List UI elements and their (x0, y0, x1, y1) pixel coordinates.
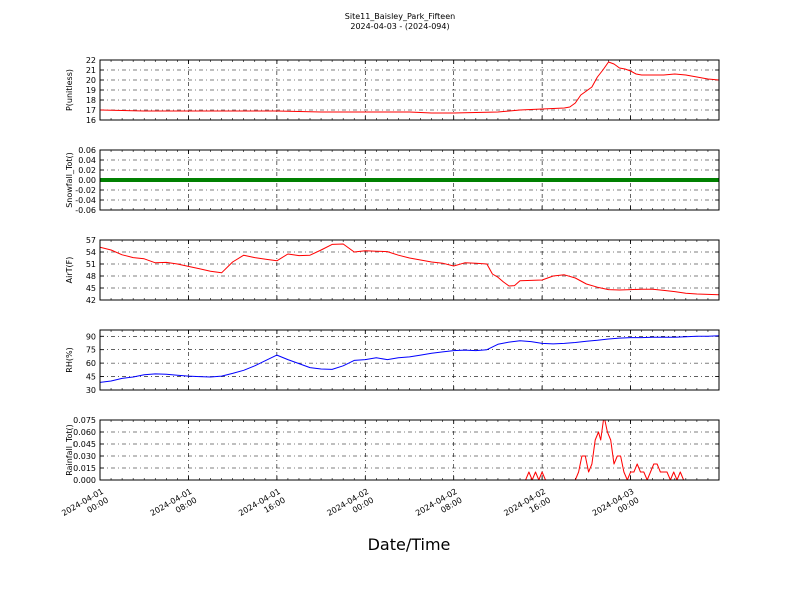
y-tick-label: 60 (86, 359, 96, 368)
plot-frame (99, 59, 720, 121)
panel-5: 0.000 0.015 0.030 0.045 0.060 0.075Rainfall_T… (65, 416, 720, 485)
y-tick-label: 16 (86, 116, 96, 125)
plot-frame (99, 419, 720, 481)
series-line-4-1 (100, 335, 719, 383)
y-tick-label: 0.015 (73, 464, 96, 473)
y-tick-label: 18 (86, 96, 96, 105)
y-axis-label: P(unitless) (65, 69, 74, 111)
y-tick-label: 54 (86, 248, 96, 257)
y-tick-label: 48 (86, 272, 96, 281)
panel-3: 42 45 48 51 54 57 AirT(F) (65, 236, 720, 305)
plot-frame (99, 329, 720, 391)
plot-frame (99, 239, 720, 301)
y-tick-label: 75 (86, 346, 96, 355)
y-tick-label: 30 (86, 386, 96, 395)
chart-title-line1: Site11_Baisley_Park_Fifteen (345, 12, 455, 21)
series-line-1-1 (100, 61, 719, 114)
y-tick-label: 0.045 (73, 440, 96, 449)
series-line-5-1 (100, 420, 719, 480)
chart-title-line2: 2024-04-03 - (2024-094) (350, 22, 449, 31)
y-tick-label: 0.02 (78, 166, 96, 175)
y-tick-label: -0.04 (75, 196, 96, 205)
y-tick-label: 17 (86, 106, 96, 115)
y-tick-label: 57 (86, 236, 96, 245)
panel-2: -0.06-0.04-0.020.000.020.040.06 Snowfall_… (65, 146, 720, 215)
y-tick-label: 51 (86, 260, 96, 269)
y-tick-label: 0.060 (73, 428, 96, 437)
panel-4: 30 45 60 75 90 RH(%) (65, 329, 720, 395)
y-tick-label: 19 (86, 86, 96, 95)
y-tick-label: 0.075 (73, 416, 96, 425)
y-tick-label: 0.030 (73, 452, 96, 461)
y-tick-label: 45 (86, 284, 96, 293)
y-axis-label: RH(%) (65, 347, 74, 372)
y-tick-label: 42 (86, 296, 96, 305)
x-axis-label: Date/Time (368, 535, 451, 554)
y-tick-label: 0.06 (78, 146, 96, 155)
y-axis-label: Snowfall_Tot() (65, 152, 74, 208)
y-tick-label: -0.06 (75, 206, 96, 215)
y-tick-label: 21 (86, 66, 96, 75)
y-tick-label: 0.00 (78, 176, 96, 185)
y-tick-label: 90 (86, 332, 96, 341)
y-tick-label: 0.04 (78, 156, 96, 165)
y-axis-label: AirT(F) (65, 257, 74, 284)
plot-frame (99, 149, 720, 211)
y-tick-label: 0.000 (73, 476, 96, 485)
y-tick-label: 22 (86, 56, 96, 65)
series-line-3-1 (100, 243, 719, 296)
y-tick-label: -0.02 (75, 186, 96, 195)
y-axis-label: Rainfall_Tot() (65, 424, 74, 476)
y-tick-label: 20 (86, 76, 96, 85)
y-tick-label: 45 (86, 373, 96, 382)
